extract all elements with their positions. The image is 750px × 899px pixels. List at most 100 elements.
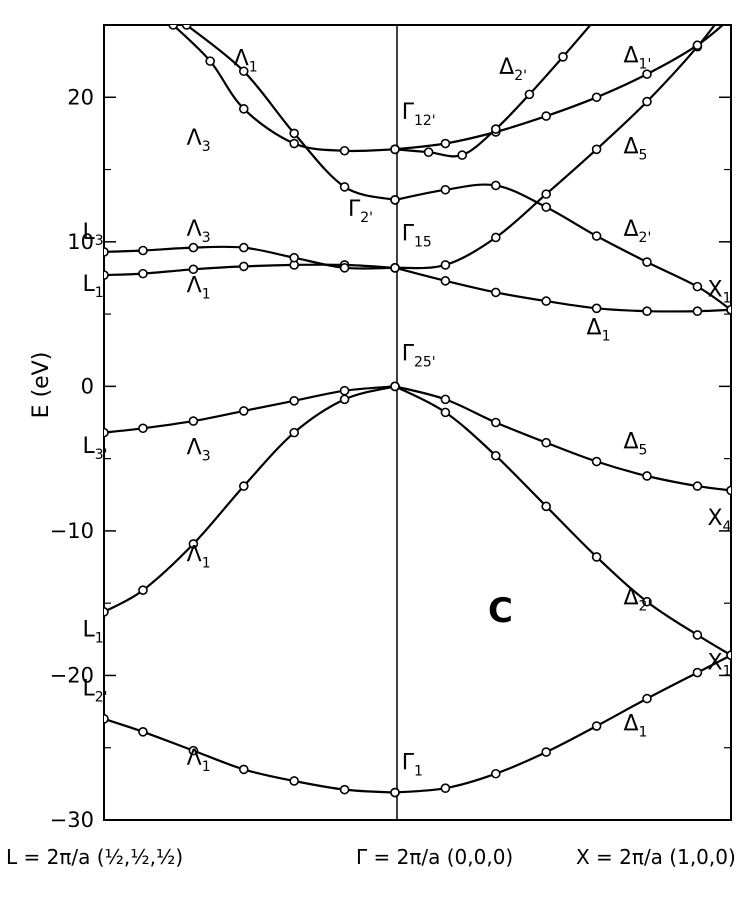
band-point bbox=[104, 427, 109, 438]
band-line-2 bbox=[104, 385, 396, 613]
band-label: L3 bbox=[82, 220, 103, 249]
band-point bbox=[490, 768, 501, 779]
band-label: X4 bbox=[707, 506, 731, 535]
band-label: Γ25' bbox=[402, 341, 436, 370]
band-point bbox=[490, 124, 501, 134]
band-label: Δ2' bbox=[623, 217, 651, 246]
band-point bbox=[205, 56, 215, 66]
band-line-13 bbox=[394, 25, 725, 151]
band-point bbox=[692, 281, 703, 292]
band-point bbox=[591, 144, 602, 155]
band-point bbox=[541, 437, 551, 448]
band-label: Γ12' bbox=[402, 100, 436, 129]
band-label-symbol: Λ bbox=[187, 542, 202, 567]
band-label-symbol: L bbox=[82, 677, 95, 702]
band-label-subscript: 1 bbox=[723, 291, 732, 307]
band-point bbox=[339, 394, 350, 405]
band-label-symbol: L bbox=[82, 220, 95, 245]
band-label-subscript: 1 bbox=[202, 759, 211, 775]
band-label: Δ2' bbox=[499, 55, 527, 84]
band-point bbox=[440, 276, 451, 286]
band-label-symbol: X bbox=[707, 278, 722, 303]
band-label: Λ3 bbox=[187, 435, 211, 464]
band-label-symbol: Δ bbox=[623, 586, 638, 611]
band-point bbox=[642, 96, 652, 107]
band-label-symbol: L bbox=[82, 617, 95, 642]
band-label-subscript: 1 bbox=[414, 763, 423, 779]
band-point bbox=[390, 787, 400, 798]
band-point bbox=[188, 416, 199, 426]
band-label-symbol: Γ bbox=[402, 750, 415, 775]
band-point bbox=[726, 304, 731, 315]
band-label: L1 bbox=[82, 272, 103, 301]
band-label-subscript: 3' bbox=[95, 447, 108, 463]
band-point bbox=[642, 693, 652, 704]
band-line-11 bbox=[394, 183, 731, 311]
band-label: L3' bbox=[82, 434, 107, 463]
band-label-subscript: 1 bbox=[602, 328, 611, 344]
band-point bbox=[541, 747, 551, 757]
band-point bbox=[440, 138, 451, 149]
band-point bbox=[138, 245, 148, 256]
band-label-symbol: Γ bbox=[402, 100, 415, 125]
y-tick-label: 0 bbox=[81, 374, 94, 398]
band-label: Λ1 bbox=[187, 542, 211, 571]
y-axis-title: E (eV) bbox=[29, 352, 54, 419]
band-label-symbol: L bbox=[82, 272, 95, 297]
band-annotations: L3L1L3'L1L2'Λ1Λ3Λ3Λ1Λ3Λ1Λ1Γ12'Γ2'Γ15Γ25'… bbox=[82, 44, 731, 780]
band-point bbox=[181, 25, 192, 30]
band-label-symbol: Δ bbox=[623, 711, 638, 736]
band-point bbox=[692, 481, 703, 491]
band-point bbox=[591, 721, 602, 731]
band-point bbox=[188, 264, 199, 275]
band-label-symbol: L bbox=[82, 434, 95, 459]
band-point bbox=[238, 764, 249, 775]
band-label-symbol: Δ bbox=[623, 135, 638, 160]
band-point bbox=[104, 607, 109, 617]
band-line-4 bbox=[104, 385, 396, 434]
band-label-symbol: Δ bbox=[623, 44, 638, 69]
band-label: Γ15 bbox=[402, 221, 432, 250]
band-label-symbol: Δ bbox=[499, 55, 514, 80]
band-point bbox=[104, 714, 109, 724]
band-label-symbol: Λ bbox=[187, 126, 202, 151]
band-label-subscript: 5 bbox=[639, 443, 648, 459]
band-point bbox=[490, 287, 501, 298]
band-point bbox=[692, 667, 703, 678]
band-point bbox=[188, 745, 199, 756]
band-label-symbol: Λ bbox=[187, 746, 202, 771]
band-point bbox=[642, 257, 652, 267]
band-point bbox=[490, 180, 501, 191]
band-line-12 bbox=[172, 25, 396, 153]
band-label-symbol: Γ bbox=[348, 197, 361, 222]
y-tick-label: −30 bbox=[50, 808, 94, 832]
band-point bbox=[289, 138, 299, 149]
band-label-subscript: 2' bbox=[639, 599, 652, 615]
band-point bbox=[440, 184, 451, 195]
band-point bbox=[490, 417, 501, 428]
band-line-3 bbox=[394, 385, 731, 657]
band-point bbox=[642, 306, 652, 317]
band-point bbox=[440, 783, 451, 794]
band-label-subscript: 2' bbox=[514, 68, 527, 84]
band-label-subscript: 2' bbox=[95, 690, 108, 706]
band-point bbox=[289, 427, 299, 438]
band-label-symbol: X bbox=[707, 506, 722, 531]
band-point bbox=[138, 268, 148, 279]
band-label: Λ1 bbox=[187, 746, 211, 775]
band-point bbox=[238, 481, 249, 491]
band-label-symbol: Λ bbox=[234, 46, 249, 71]
band-label-symbol: Γ bbox=[402, 221, 415, 246]
band-point bbox=[390, 381, 400, 392]
band-point bbox=[726, 485, 731, 496]
band-point bbox=[440, 407, 451, 418]
band-label: Δ1 bbox=[623, 711, 647, 740]
band-label: X1 bbox=[707, 278, 731, 307]
band-point bbox=[138, 727, 148, 737]
band-point bbox=[104, 247, 109, 257]
y-ticks: 20 10 0 −10 −20 −30 bbox=[50, 85, 731, 832]
band-label-symbol: Γ bbox=[402, 341, 415, 366]
band-point bbox=[490, 232, 501, 243]
band-point bbox=[188, 539, 199, 549]
